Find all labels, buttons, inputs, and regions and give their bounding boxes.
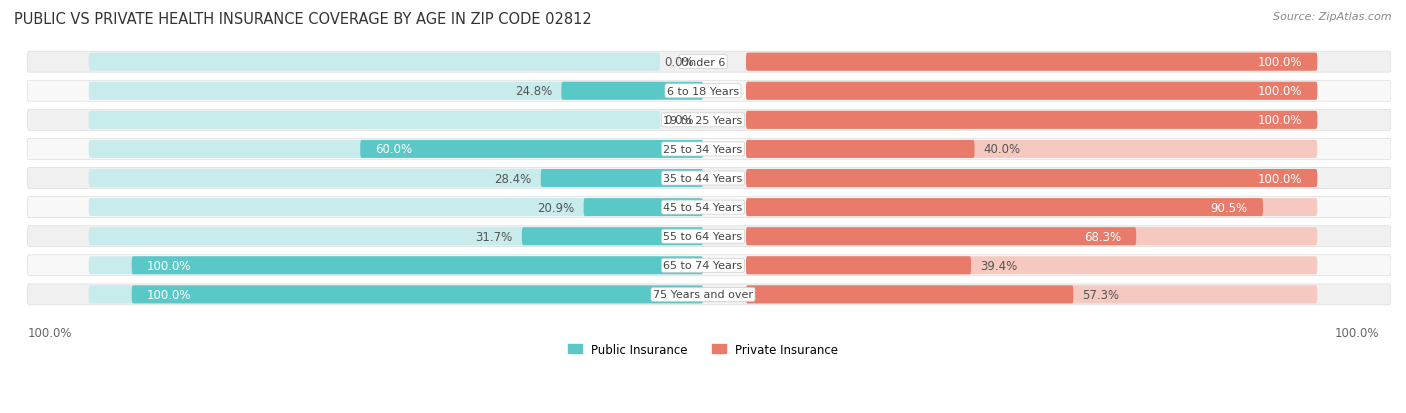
FancyBboxPatch shape xyxy=(747,286,1073,304)
FancyBboxPatch shape xyxy=(27,81,1391,102)
Text: 19 to 25 Years: 19 to 25 Years xyxy=(664,116,742,126)
Text: 68.3%: 68.3% xyxy=(1084,230,1121,243)
Text: 75 Years and over: 75 Years and over xyxy=(652,290,754,300)
FancyBboxPatch shape xyxy=(89,199,659,216)
Text: 28.4%: 28.4% xyxy=(495,172,531,185)
FancyBboxPatch shape xyxy=(89,256,659,275)
FancyBboxPatch shape xyxy=(747,286,1317,304)
FancyBboxPatch shape xyxy=(747,54,1317,71)
FancyBboxPatch shape xyxy=(747,112,1317,130)
Text: 100.0%: 100.0% xyxy=(1257,114,1302,127)
Text: 39.4%: 39.4% xyxy=(980,259,1018,272)
FancyBboxPatch shape xyxy=(27,255,1391,276)
FancyBboxPatch shape xyxy=(89,112,659,130)
FancyBboxPatch shape xyxy=(747,170,1317,188)
FancyBboxPatch shape xyxy=(747,140,1317,159)
FancyBboxPatch shape xyxy=(132,256,703,275)
FancyBboxPatch shape xyxy=(27,226,1391,247)
Text: 100.0%: 100.0% xyxy=(27,327,72,339)
Text: 6 to 18 Years: 6 to 18 Years xyxy=(666,87,740,97)
Text: Under 6: Under 6 xyxy=(681,57,725,67)
Text: 0.0%: 0.0% xyxy=(664,114,693,127)
FancyBboxPatch shape xyxy=(747,256,1317,275)
FancyBboxPatch shape xyxy=(89,54,659,71)
FancyBboxPatch shape xyxy=(747,83,1317,100)
Text: 100.0%: 100.0% xyxy=(148,259,191,272)
FancyBboxPatch shape xyxy=(747,199,1317,216)
Text: 40.0%: 40.0% xyxy=(984,143,1021,156)
Text: Source: ZipAtlas.com: Source: ZipAtlas.com xyxy=(1274,12,1392,22)
Text: 60.0%: 60.0% xyxy=(375,143,413,156)
FancyBboxPatch shape xyxy=(89,228,659,246)
FancyBboxPatch shape xyxy=(27,284,1391,305)
FancyBboxPatch shape xyxy=(132,286,703,304)
FancyBboxPatch shape xyxy=(89,286,659,304)
Text: 0.0%: 0.0% xyxy=(664,56,693,69)
FancyBboxPatch shape xyxy=(583,199,703,216)
Text: 57.3%: 57.3% xyxy=(1083,288,1119,301)
Text: 100.0%: 100.0% xyxy=(1334,327,1379,339)
FancyBboxPatch shape xyxy=(747,170,1317,188)
Text: 25 to 34 Years: 25 to 34 Years xyxy=(664,145,742,154)
Text: 100.0%: 100.0% xyxy=(148,288,191,301)
FancyBboxPatch shape xyxy=(747,256,972,275)
FancyBboxPatch shape xyxy=(89,83,659,100)
Text: PUBLIC VS PRIVATE HEALTH INSURANCE COVERAGE BY AGE IN ZIP CODE 02812: PUBLIC VS PRIVATE HEALTH INSURANCE COVER… xyxy=(14,12,592,27)
FancyBboxPatch shape xyxy=(27,52,1391,73)
Text: 24.8%: 24.8% xyxy=(515,85,553,98)
Text: 31.7%: 31.7% xyxy=(475,230,513,243)
FancyBboxPatch shape xyxy=(747,199,1263,216)
FancyBboxPatch shape xyxy=(561,83,703,100)
Text: 100.0%: 100.0% xyxy=(1257,85,1302,98)
Text: 90.5%: 90.5% xyxy=(1211,201,1247,214)
FancyBboxPatch shape xyxy=(541,170,703,188)
Legend: Public Insurance, Private Insurance: Public Insurance, Private Insurance xyxy=(564,338,842,361)
Text: 65 to 74 Years: 65 to 74 Years xyxy=(664,261,742,271)
FancyBboxPatch shape xyxy=(89,140,659,159)
FancyBboxPatch shape xyxy=(27,139,1391,160)
Text: 45 to 54 Years: 45 to 54 Years xyxy=(664,203,742,213)
Text: 20.9%: 20.9% xyxy=(537,201,575,214)
FancyBboxPatch shape xyxy=(747,228,1136,246)
FancyBboxPatch shape xyxy=(747,54,1317,71)
FancyBboxPatch shape xyxy=(27,197,1391,218)
Text: 35 to 44 Years: 35 to 44 Years xyxy=(664,173,742,184)
FancyBboxPatch shape xyxy=(27,168,1391,189)
Text: 55 to 64 Years: 55 to 64 Years xyxy=(664,232,742,242)
FancyBboxPatch shape xyxy=(747,83,1317,100)
FancyBboxPatch shape xyxy=(747,228,1317,246)
FancyBboxPatch shape xyxy=(89,170,659,188)
FancyBboxPatch shape xyxy=(747,140,974,159)
FancyBboxPatch shape xyxy=(360,140,703,159)
Text: 100.0%: 100.0% xyxy=(1257,172,1302,185)
Text: 100.0%: 100.0% xyxy=(1257,56,1302,69)
FancyBboxPatch shape xyxy=(27,110,1391,131)
FancyBboxPatch shape xyxy=(747,112,1317,130)
FancyBboxPatch shape xyxy=(522,228,703,246)
